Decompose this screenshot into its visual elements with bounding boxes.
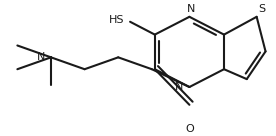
Text: HS: HS bbox=[109, 15, 124, 25]
Text: N: N bbox=[187, 4, 196, 14]
Text: O: O bbox=[185, 124, 194, 134]
Text: N: N bbox=[37, 52, 45, 62]
Text: S: S bbox=[259, 4, 266, 14]
Text: N: N bbox=[175, 82, 184, 92]
